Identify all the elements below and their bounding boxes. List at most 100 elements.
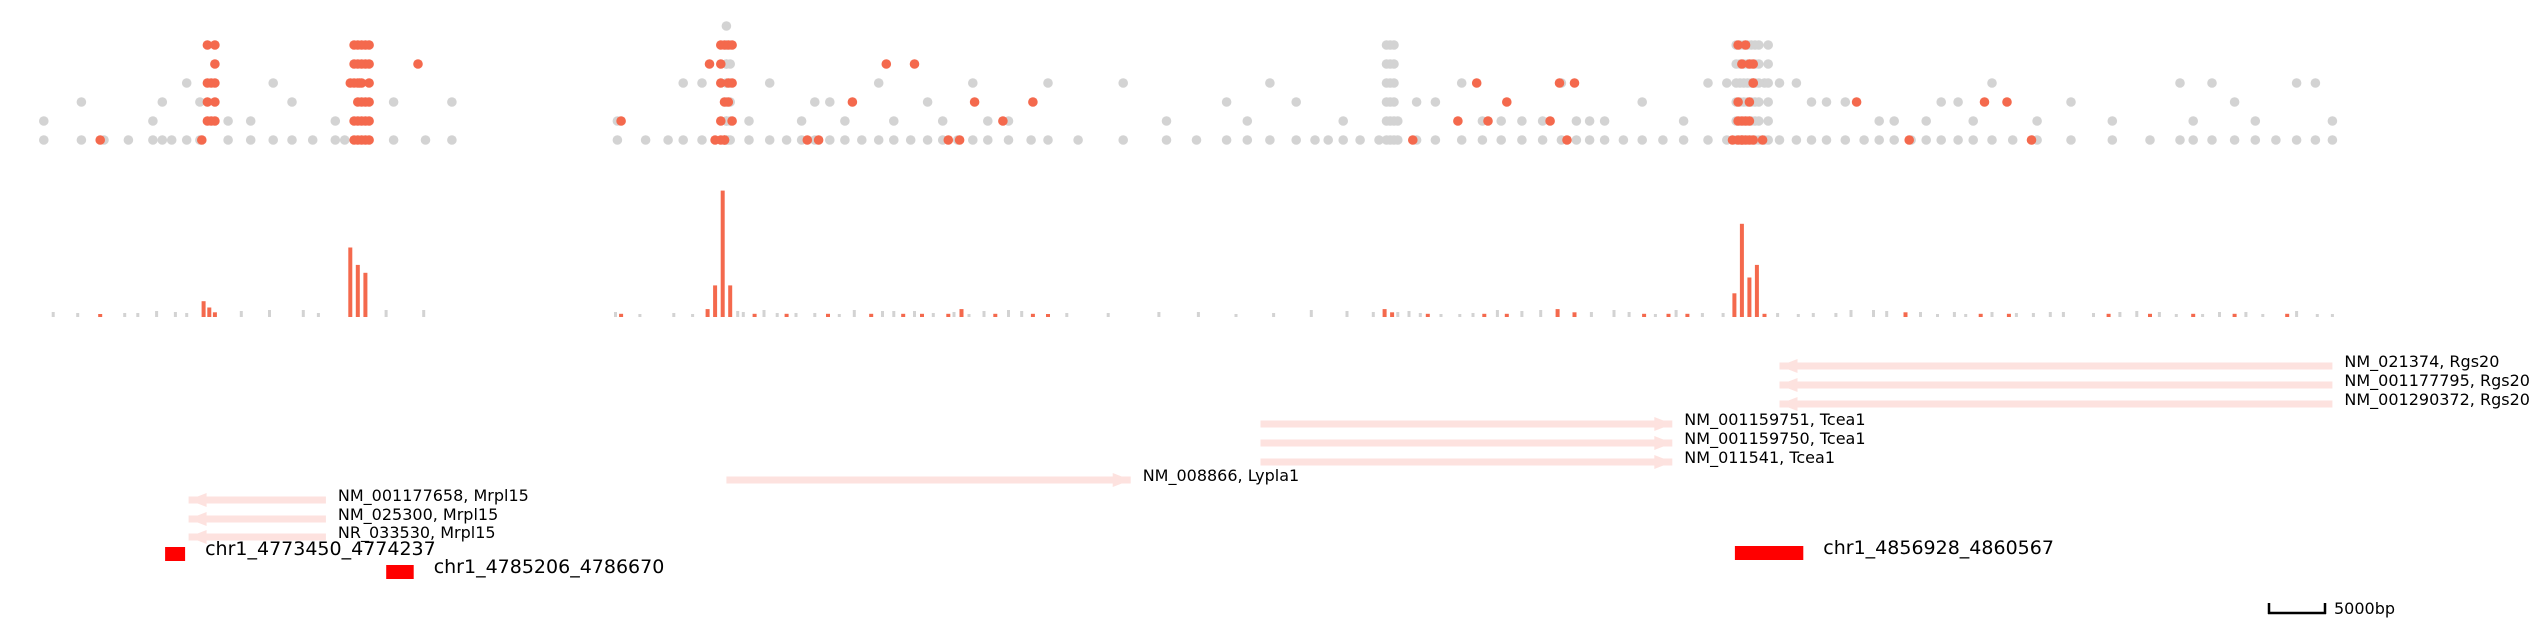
dot-mark — [1821, 97, 1832, 107]
dot-mark — [1310, 135, 1320, 145]
dot-mark — [388, 97, 399, 107]
coverage-bar — [672, 313, 676, 317]
transcript-label: NM_001177658, Mrpl15 — [338, 486, 529, 506]
dot-mark — [95, 135, 105, 145]
dot-mark — [1496, 135, 1506, 145]
dot-mark — [1191, 135, 1202, 145]
dot-mark — [148, 116, 158, 126]
coverage-bar — [1272, 313, 1276, 317]
dot-mark — [210, 116, 220, 126]
coverage-bar — [619, 313, 624, 317]
dot-mark — [1537, 116, 1548, 126]
coverage-bar — [1978, 313, 1983, 317]
dot-mark — [1389, 135, 1399, 145]
dot-mark — [1483, 116, 1493, 126]
dot-mark — [1291, 97, 1301, 107]
coverage-bar — [1642, 313, 1647, 317]
dot-mark — [1859, 135, 1869, 145]
coverage-bar — [384, 310, 388, 317]
coverage-bar — [2006, 313, 2011, 317]
strand-arrow-icon — [1654, 417, 1673, 431]
transcript-9: NM_025300, Mrpl15 — [188, 505, 498, 526]
coverage-bar — [185, 313, 189, 317]
coverage-bar — [826, 313, 830, 317]
dot-mark — [744, 135, 754, 145]
dot-mark — [2026, 135, 2037, 145]
dot-mark — [813, 135, 824, 145]
coverage-bar — [892, 311, 896, 317]
dot-mark — [881, 59, 892, 69]
dot-mark — [1754, 40, 1764, 50]
dot-mark — [1374, 135, 1384, 145]
dot-mark — [447, 135, 457, 145]
dot-mark — [202, 97, 213, 107]
coverage-bar — [881, 311, 884, 317]
dot-mark — [2007, 135, 2018, 145]
transcript-2: NM_001177795, Rgs20 — [1779, 371, 2530, 392]
dot-mark — [1748, 135, 1758, 145]
coverage-bar — [422, 310, 426, 317]
coverage-bar — [869, 313, 874, 317]
coverage-bar — [1471, 313, 1475, 317]
transcript-bar — [1260, 458, 1673, 466]
coverage-bar — [155, 311, 159, 317]
coverage-bar — [2261, 314, 2265, 317]
coverage-bar — [1458, 314, 1462, 317]
dot-mark — [716, 116, 726, 126]
dot-mark — [640, 135, 651, 145]
dot-mark — [364, 59, 374, 69]
coverage-bar — [2232, 313, 2237, 317]
coverage-bar — [741, 312, 745, 317]
coverage-bar — [1674, 310, 1678, 317]
dot-mark — [825, 97, 835, 107]
coverage-bar — [728, 285, 733, 317]
coverage-bar — [1627, 312, 1631, 317]
coverage-bar — [920, 313, 924, 317]
coverage-bar — [752, 313, 757, 317]
coverage-bar — [1157, 312, 1161, 317]
coverage-bar — [1666, 313, 1671, 317]
dot-mark — [364, 135, 374, 145]
dot-mark — [148, 135, 158, 145]
coverage-bar — [736, 311, 740, 317]
coverage-bar — [136, 313, 140, 317]
coverage-bar — [1345, 311, 1349, 317]
dot-mark — [1599, 135, 1610, 145]
transcript-3: NM_001290372, Rgs20 — [1779, 390, 2530, 411]
dot-mark — [356, 78, 367, 88]
coverage-bar — [2031, 313, 2035, 317]
dot-mark — [202, 78, 213, 88]
dot-mark — [210, 97, 220, 107]
coverage-bar — [1065, 313, 1069, 317]
dot-mark — [1545, 116, 1555, 126]
dot-mark — [873, 78, 884, 88]
coverage-bar — [1495, 310, 1499, 317]
dot-mark — [1003, 135, 1014, 145]
coverage-bar — [2014, 313, 2018, 317]
coverage-bar — [1504, 313, 1509, 317]
coverage-bar — [1046, 314, 1050, 317]
coverage-bar — [2092, 313, 2095, 317]
coverage-bar — [98, 314, 103, 317]
dot-mark — [889, 135, 899, 145]
transcript-8: NM_001177658, Mrpl15 — [188, 486, 529, 507]
peak-2: chr1_4785206_4786670 — [386, 556, 664, 579]
dot-mark — [1477, 135, 1488, 145]
coverage-bar — [1952, 312, 1956, 317]
dot-mark — [157, 97, 168, 107]
coverage-bar — [1482, 313, 1487, 317]
coverage-bar — [363, 272, 368, 317]
dot-mark — [1408, 135, 1418, 145]
dot-mark — [1456, 135, 1467, 145]
transcript-5: NM_001159750, Tcea1 — [1260, 429, 1866, 450]
dot-mark — [1118, 78, 1128, 88]
coverage-bar — [1030, 313, 1035, 317]
dot-mark — [998, 116, 1008, 126]
peak-track: chr1_4773450_4774237chr1_4785206_4786670… — [165, 537, 2054, 579]
transcript-label: NM_001159751, Tcea1 — [1684, 410, 1865, 430]
coverage-bar — [1653, 314, 1657, 317]
coverage-bar — [348, 247, 353, 317]
dot-mark — [2229, 135, 2240, 145]
dot-mark — [364, 97, 374, 107]
